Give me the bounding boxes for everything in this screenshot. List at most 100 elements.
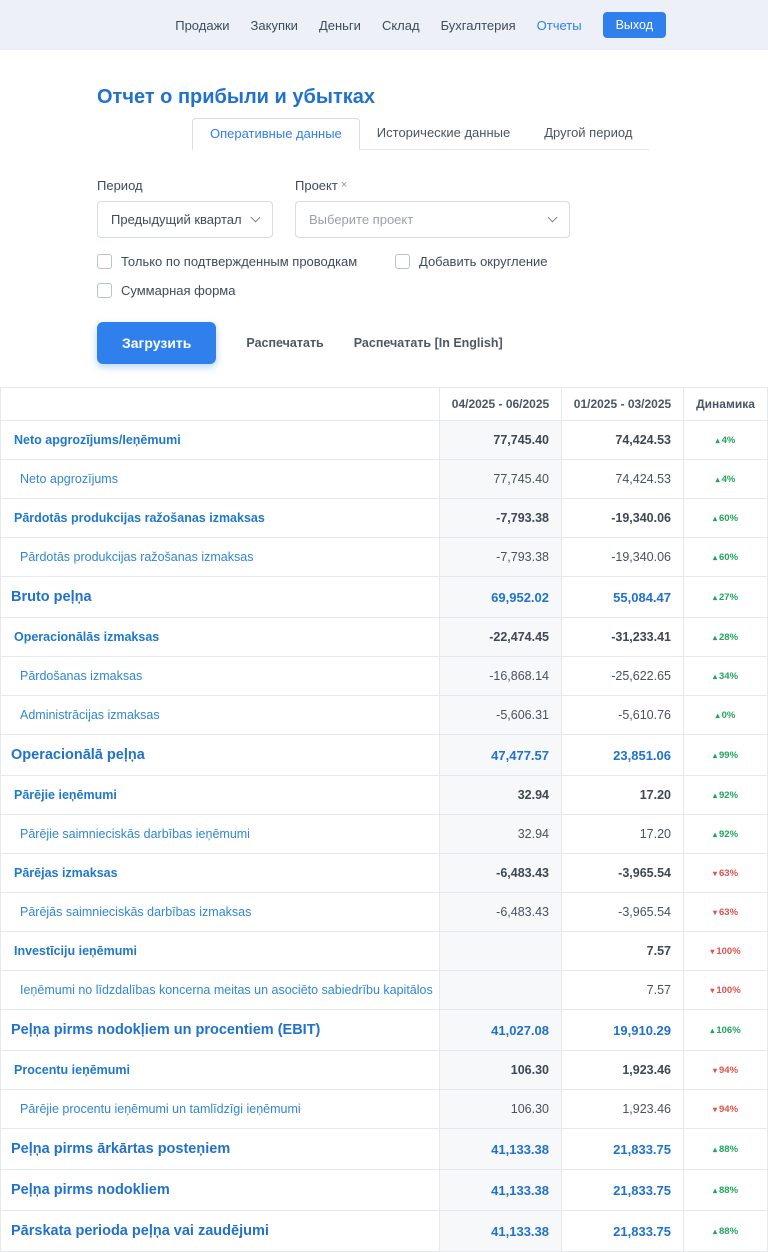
project-select[interactable]: Выберите проект (295, 201, 570, 238)
header-empty (0, 387, 440, 421)
nav-item-money[interactable]: Деньги (318, 17, 361, 33)
value-period-1: -7,793.38 (439, 498, 562, 538)
value-period-1: 32.94 (439, 814, 562, 854)
trend-value: 99% (719, 749, 739, 761)
row-label-cell: Operacionālā peļņa (0, 734, 440, 776)
table-row: Peļņa pirms nodokļiem un procentiem (EBI… (0, 1009, 768, 1051)
row-label-cell: Pārējie procentu ieņēmumi un tamlīdzīgi … (0, 1089, 440, 1129)
value-period-1 (439, 931, 562, 971)
project-clear-icon[interactable]: × (340, 179, 348, 191)
trend-value: 100% (716, 945, 741, 957)
trend-value: 60% (719, 512, 739, 524)
trend-cell: ▾ 94% (683, 1050, 768, 1090)
checkbox-summary-form[interactable]: Суммарная форма (97, 283, 235, 298)
row-label: Pārskata perioda peļņa vai zaudējumi (11, 1223, 269, 1239)
trend-cell: ▾ 94% (683, 1089, 768, 1129)
nav-item-reports[interactable]: Отчеты (536, 17, 582, 33)
table-row: Bruto peļņa 69,952.02 55,084.47 ▴ 27% (0, 576, 768, 618)
value-period-2: 17.20 (561, 775, 684, 815)
value-period-1: 106.30 (439, 1089, 562, 1129)
tab-operational-data[interactable]: Оперативные данные (192, 118, 360, 150)
trend-down-icon: ▾ (712, 1065, 717, 1075)
value-period-2: -19,340.06 (561, 498, 684, 538)
table-row: Investīciju ieņēmumi 7.57 ▾ 100% (0, 931, 768, 971)
trend-down-icon: ▾ (710, 946, 715, 956)
value-period-1: 77,745.40 (439, 420, 562, 460)
table-row: Pārdotās produkcijas ražošanas izmaksas -… (0, 537, 768, 577)
trend-up-icon: ▴ (712, 592, 717, 602)
trend-cell: ▴ 60% (683, 498, 768, 538)
load-button[interactable]: Загрузить (97, 322, 217, 364)
trend-down-icon: ▾ (710, 985, 715, 995)
value-period-2: 74,424.53 (561, 420, 684, 460)
row-label-cell: Peļņa pirms ārkārtas posteņiem (0, 1128, 440, 1170)
value-period-1: 41,133.38 (439, 1169, 562, 1211)
value-period-2: 19,910.29 (561, 1009, 684, 1051)
trend-cell: ▴ 92% (683, 814, 768, 854)
trend-value: 92% (719, 828, 739, 840)
row-label[interactable]: Investīciju ieņēmumi (14, 944, 137, 958)
row-label[interactable]: Neto apgrozījums/Ieņēmumi (14, 433, 181, 447)
row-label[interactable]: Pārdotās produkcijas ražošanas izmaksas (14, 511, 265, 525)
table-header-row: 04/2025 - 06/2025 01/2025 - 03/2025 Дина… (0, 387, 768, 421)
table-row: Administrācijas izmaksas -5,606.31 -5,610.… (0, 695, 768, 735)
page-title: Отчет о прибыли и убытках (97, 86, 375, 108)
row-label-cell: Neto apgrozījums/Ieņēmumi (0, 420, 440, 460)
nav-item-accounting[interactable]: Бухгалтерия (440, 17, 516, 33)
row-label[interactable]: Pārējie procentu ieņēmumi un tamlīdzīgi … (20, 1102, 301, 1116)
trend-up-icon: ▴ (712, 671, 717, 681)
trend-cell: ▴ 28% (683, 617, 768, 657)
checkbox-icon[interactable] (97, 283, 112, 298)
row-label[interactable]: Neto apgrozījums (20, 472, 118, 486)
row-label[interactable]: Pārējie ieņēmumi (14, 788, 117, 802)
value-period-2: -31,233.41 (561, 617, 684, 657)
print-english-link[interactable]: Распечатать [In English] (353, 336, 503, 350)
trend-down-icon: ▾ (712, 907, 717, 917)
row-label[interactable]: Pārējās saimnieciskās darbības izmaksas (20, 905, 252, 919)
trend-up-icon: ▴ (712, 1144, 717, 1154)
checkbox-icon[interactable] (395, 254, 410, 269)
value-period-2: 55,084.47 (561, 576, 684, 618)
trend-value: 94% (719, 1103, 739, 1115)
table-row: Pārdotās produkcijas ražošanas izmaksas -… (0, 498, 768, 538)
row-label-cell: Pārējie ieņēmumi (0, 775, 440, 815)
row-label[interactable]: Pārdošanas izmaksas (20, 669, 143, 683)
logout-button[interactable]: Выход (602, 12, 666, 38)
checkbox-label: Только по подтвержденным проводкам (121, 254, 358, 269)
tab-historical-data[interactable]: Исторические данные (376, 125, 511, 140)
table-row: Pārējās saimnieciskās darbības izmaksas -… (0, 892, 768, 932)
nav-item-sales[interactable]: Продажи (175, 17, 230, 33)
row-label[interactable]: Ieņēmumi no līdzdalības koncerna meitas … (20, 983, 433, 997)
tab-other-period[interactable]: Другой период (544, 125, 633, 140)
table-row: Pārskata perioda peļņa vai zaudējumi 41,1… (0, 1210, 768, 1252)
trend-cell: ▾ 100% (683, 931, 768, 971)
table-row: Pārdošanas izmaksas -16,868.14 -25,622.65 ▴… (0, 656, 768, 696)
trend-cell: ▾ 63% (683, 853, 768, 893)
period-select[interactable]: Предыдущий квартал (97, 201, 273, 238)
trend-value: 0% (721, 709, 736, 721)
nav-item-purchases[interactable]: Закупки (250, 17, 298, 33)
row-label[interactable]: Pārējas izmaksas (14, 866, 118, 880)
row-label: Bruto peļņa (11, 589, 92, 605)
value-period-2: -5,610.76 (561, 695, 684, 735)
nav-item-warehouse[interactable]: Склад (381, 17, 420, 33)
print-link[interactable]: Распечатать (246, 336, 324, 350)
trend-value: 88% (719, 1225, 739, 1237)
row-label[interactable]: Pārdotās produkcijas ražošanas izmaksas (20, 550, 254, 564)
header-dynamics: Динамика (683, 387, 768, 421)
report-table: 04/2025 - 06/2025 01/2025 - 03/2025 Дина… (0, 387, 768, 1252)
checkbox-confirmed-entries[interactable]: Только по подтвержденным проводкам (97, 254, 395, 269)
value-period-1: -7,793.38 (439, 537, 562, 577)
row-label[interactable]: Procentu ieņēmumi (14, 1063, 130, 1077)
row-label-cell: Operacionālās izmaksas (0, 617, 440, 657)
row-label[interactable]: Administrācijas izmaksas (20, 708, 160, 722)
row-label-cell: Neto apgrozījums (0, 459, 440, 499)
value-period-1: 41,133.38 (439, 1210, 562, 1252)
row-label[interactable]: Operacionālās izmaksas (14, 630, 160, 644)
trend-up-icon: ▴ (715, 474, 720, 484)
checkbox-icon[interactable] (97, 254, 112, 269)
row-label[interactable]: Pārējie saimnieciskās darbības ieņēmumi (20, 827, 250, 841)
value-period-2: 74,424.53 (561, 459, 684, 499)
checkbox-add-rounding[interactable]: Добавить округление (395, 254, 548, 269)
table-row: Pārējie procentu ieņēmumi un tamlīdzīgi … (0, 1089, 768, 1129)
